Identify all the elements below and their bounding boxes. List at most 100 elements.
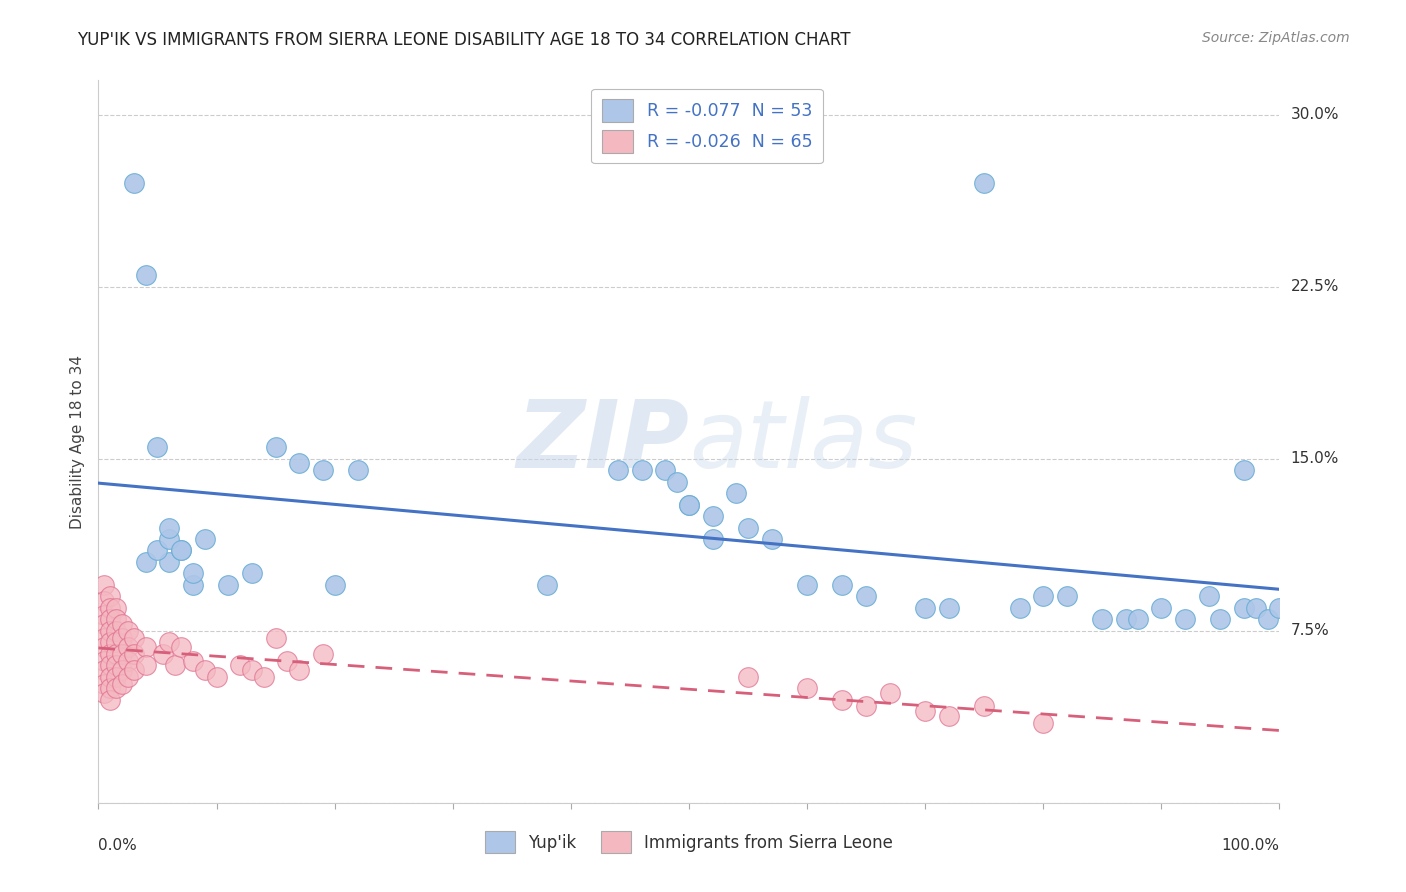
- Point: [170, 640, 193, 654]
- Point: [973, 699, 995, 714]
- Point: [761, 532, 783, 546]
- Point: [93, 676, 115, 690]
- Point: [702, 532, 724, 546]
- Point: [122, 647, 145, 661]
- Point: [1209, 612, 1232, 626]
- Point: [938, 600, 960, 615]
- Point: [1032, 715, 1054, 730]
- Point: [105, 658, 128, 673]
- Point: [1257, 612, 1279, 626]
- Point: [1091, 612, 1114, 626]
- Point: [312, 647, 335, 661]
- Point: [157, 532, 180, 546]
- Point: [323, 578, 346, 592]
- Point: [93, 686, 115, 700]
- Point: [1244, 600, 1267, 615]
- Point: [973, 177, 995, 191]
- Point: [146, 543, 169, 558]
- Point: [536, 578, 558, 592]
- Point: [855, 699, 877, 714]
- Point: [117, 670, 139, 684]
- Text: Source: ZipAtlas.com: Source: ZipAtlas.com: [1202, 31, 1350, 45]
- Point: [122, 663, 145, 677]
- Point: [264, 440, 287, 454]
- Point: [205, 670, 228, 684]
- Point: [796, 578, 818, 592]
- Point: [105, 681, 128, 695]
- Point: [938, 708, 960, 723]
- Point: [1174, 612, 1197, 626]
- Point: [630, 463, 652, 477]
- Point: [157, 520, 180, 534]
- Point: [98, 692, 121, 706]
- Point: [253, 670, 276, 684]
- Point: [98, 600, 121, 615]
- Point: [93, 631, 115, 645]
- Point: [831, 578, 853, 592]
- Point: [93, 663, 115, 677]
- Point: [737, 520, 759, 534]
- Point: [117, 640, 139, 654]
- Point: [288, 663, 311, 677]
- Point: [217, 578, 239, 592]
- Point: [105, 624, 128, 638]
- Point: [879, 686, 901, 700]
- Point: [1268, 600, 1291, 615]
- Point: [135, 555, 157, 569]
- Point: [98, 647, 121, 661]
- Text: 0.0%: 0.0%: [98, 838, 138, 853]
- Point: [914, 704, 936, 718]
- Point: [312, 463, 335, 477]
- Point: [170, 543, 193, 558]
- Point: [737, 670, 759, 684]
- Point: [1126, 612, 1149, 626]
- Legend: Yup'ik, Immigrants from Sierra Leone: Yup'ik, Immigrants from Sierra Leone: [478, 825, 900, 860]
- Point: [240, 566, 263, 581]
- Point: [831, 692, 853, 706]
- Point: [1198, 590, 1220, 604]
- Point: [181, 566, 204, 581]
- Point: [105, 612, 128, 626]
- Point: [725, 486, 748, 500]
- Point: [229, 658, 252, 673]
- Point: [105, 635, 128, 649]
- Point: [93, 594, 115, 608]
- Point: [98, 590, 121, 604]
- Point: [1056, 590, 1078, 604]
- Point: [165, 658, 187, 673]
- Point: [194, 663, 217, 677]
- Point: [181, 654, 204, 668]
- Point: [157, 555, 180, 569]
- Point: [1150, 600, 1173, 615]
- Point: [98, 681, 121, 695]
- Point: [135, 640, 157, 654]
- Point: [93, 640, 115, 654]
- Point: [181, 578, 204, 592]
- Point: [1233, 463, 1256, 477]
- Point: [105, 647, 128, 661]
- Text: 100.0%: 100.0%: [1222, 838, 1279, 853]
- Point: [607, 463, 630, 477]
- Point: [1233, 600, 1256, 615]
- Point: [678, 498, 700, 512]
- Point: [170, 543, 193, 558]
- Point: [98, 624, 121, 638]
- Point: [702, 509, 724, 524]
- Point: [117, 654, 139, 668]
- Point: [1008, 600, 1031, 615]
- Point: [157, 635, 180, 649]
- Point: [122, 177, 145, 191]
- Text: atlas: atlas: [689, 396, 917, 487]
- Point: [135, 268, 157, 283]
- Point: [105, 600, 128, 615]
- Point: [264, 631, 287, 645]
- Point: [666, 475, 689, 489]
- Point: [98, 670, 121, 684]
- Point: [914, 600, 936, 615]
- Point: [654, 463, 676, 477]
- Point: [276, 654, 298, 668]
- Y-axis label: Disability Age 18 to 34: Disability Age 18 to 34: [70, 354, 86, 529]
- Point: [146, 440, 169, 454]
- Point: [678, 498, 700, 512]
- Point: [347, 463, 370, 477]
